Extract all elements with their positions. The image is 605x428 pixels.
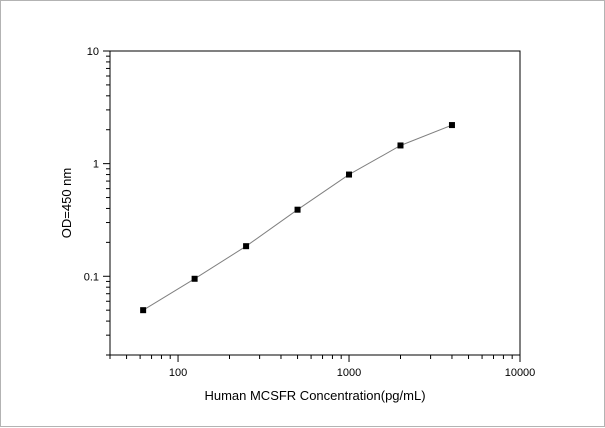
data-point-marker: [243, 243, 250, 250]
ticks: 100 1000 10000 0.1 1 10: [84, 46, 536, 379]
series-line: [142, 124, 453, 311]
plot-area-box: [109, 50, 521, 356]
y-axis-label: OD=450 nm: [59, 168, 74, 238]
y-tick-label: 10: [87, 46, 99, 58]
x-tick-label: 1000: [337, 367, 361, 379]
data-point-marker: [346, 171, 353, 178]
data-point-marker: [294, 206, 301, 213]
x-tick-label: 10000: [505, 367, 536, 379]
series-group: [140, 122, 455, 314]
x-tick-label: 100: [169, 367, 187, 379]
y-tick-label: 0.1: [84, 271, 99, 283]
data-point-marker: [448, 122, 455, 129]
data-point-marker: [191, 275, 198, 282]
data-point-marker: [140, 307, 147, 314]
x-axis-label: Human MCSFR Concentration(pg/mL): [204, 388, 425, 403]
data-point-marker: [397, 142, 404, 149]
axes: [109, 50, 521, 356]
y-tick-label: 1: [93, 159, 99, 171]
